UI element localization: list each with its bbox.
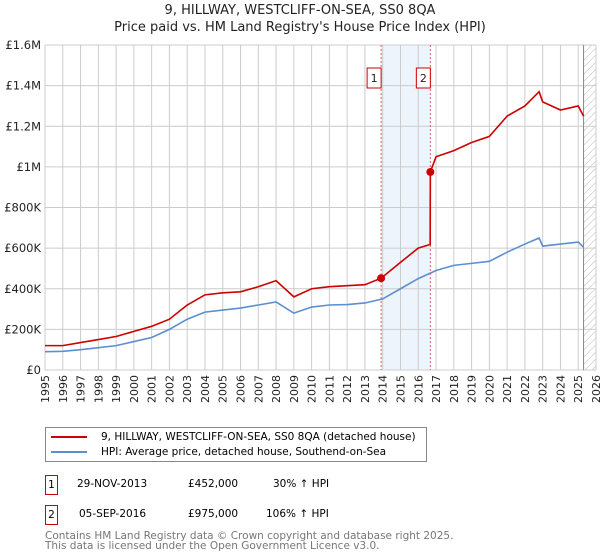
x-tick-label: 2007	[252, 375, 265, 403]
legend-label: 9, HILLWAY, WESTCLIFF-ON-SEA, SS0 8QA (d…	[101, 431, 416, 443]
x-tick-label: 1998	[92, 375, 105, 403]
y-tick-label: £1.6M	[5, 38, 41, 52]
x-tick-label: 2001	[146, 375, 159, 403]
x-tick-label: 2019	[466, 375, 479, 403]
property-price-line	[45, 90, 585, 347]
legend-swatch-blue	[51, 451, 87, 453]
x-tick-label: 2010	[306, 375, 319, 403]
x-tick-label: 2012	[341, 375, 354, 403]
transaction-date: 29-NOV-2013	[77, 478, 148, 490]
x-tick-label: 2008	[270, 375, 283, 403]
y-tick-label: £0	[26, 363, 41, 377]
sale-marker-box	[366, 67, 382, 89]
sale-marker-label: 1	[371, 72, 378, 85]
x-tick-label: 2006	[235, 375, 248, 403]
legend-item-hpi: HPI: Average price, detached house, Sout…	[51, 446, 386, 458]
x-tick-label: 2002	[163, 375, 176, 403]
x-tick-label: 2016	[412, 375, 425, 403]
y-tick-label: £800K	[4, 201, 41, 215]
x-tick-label: 2011	[323, 375, 336, 403]
sale-point	[377, 274, 386, 283]
transaction-price: £452,000	[188, 478, 239, 490]
legend: 9, HILLWAY, WESTCLIFF-ON-SEA, SS0 8QA (d…	[45, 427, 427, 462]
x-tick-label: 2015	[394, 375, 407, 403]
x-tick-label: 1995	[39, 375, 52, 403]
x-tick-label: 2003	[181, 375, 194, 403]
y-tick-label: £600K	[4, 241, 41, 255]
sale-point	[426, 167, 435, 176]
x-tick-label: 2021	[501, 375, 514, 403]
footer-line: This data is licensed under the Open Gov…	[45, 540, 380, 552]
x-tick-label: 2005	[217, 375, 230, 403]
x-tick-label: 2024	[554, 375, 567, 403]
marker-badge: 2	[45, 505, 58, 525]
transaction-date: 05-SEP-2016	[79, 508, 147, 520]
legend-item-property: 9, HILLWAY, WESTCLIFF-ON-SEA, SS0 8QA (d…	[51, 431, 416, 443]
x-tick-label: 2017	[430, 375, 443, 403]
marker-badge: 1	[45, 475, 58, 495]
chart-subtitle: Price paid vs. HM Land Registry's House …	[114, 20, 486, 35]
x-tick-label: 2025	[572, 375, 585, 403]
chart-title: 9, HILLWAY, WESTCLIFF-ON-SEA, SS0 8QA	[164, 3, 436, 18]
transaction-hpi: 106% ↑ HPI	[266, 508, 329, 520]
transaction-row: 1 29-NOV-2013 £452,000 30% ↑ HPI	[45, 475, 445, 495]
x-tick-label: 2022	[519, 375, 532, 403]
y-tick-label: £400K	[4, 282, 41, 296]
y-tick-label: £1M	[16, 160, 41, 174]
transaction-hpi: 30% ↑ HPI	[273, 478, 330, 490]
x-tick-label: 2018	[448, 375, 461, 403]
x-tick-label: 2000	[128, 375, 141, 403]
x-tick-label: 2013	[359, 375, 372, 403]
footer: Contains HM Land Registry data © Crown c…	[45, 530, 454, 552]
x-tick-label: 2009	[288, 375, 301, 403]
hpi-line	[44, 236, 585, 353]
sale-marker-box	[415, 67, 431, 89]
x-tick-label: 2023	[537, 375, 550, 403]
x-tick-label: 2014	[377, 375, 390, 403]
x-tick-label: 1997	[75, 375, 88, 403]
transaction-row: 2 05-SEP-2016 £975,000 106% ↑ HPI	[45, 505, 445, 525]
x-tick-label: 2026	[590, 375, 600, 403]
footer-line: Contains HM Land Registry data © Crown c…	[45, 530, 454, 542]
y-tick-label: £1.4M	[5, 79, 41, 93]
y-tick-label: £200K	[4, 322, 41, 336]
y-tick-label: £1.2M	[5, 119, 41, 133]
price-chart: 1995 1996 1997 1998 1999 2000 2001 2002 2003 2004…	[4, 38, 600, 403]
x-tick-label: 2020	[483, 375, 496, 403]
sale-marker-label: 2	[420, 72, 427, 85]
legend-swatch-red	[51, 436, 87, 438]
x-tick-label: 1999	[110, 375, 123, 403]
legend-label: HPI: Average price, detached house, Sout…	[101, 446, 387, 458]
x-tick-label: 2004	[199, 375, 212, 403]
x-tick-label: 1996	[57, 375, 70, 403]
transaction-price: £975,000	[188, 508, 239, 520]
